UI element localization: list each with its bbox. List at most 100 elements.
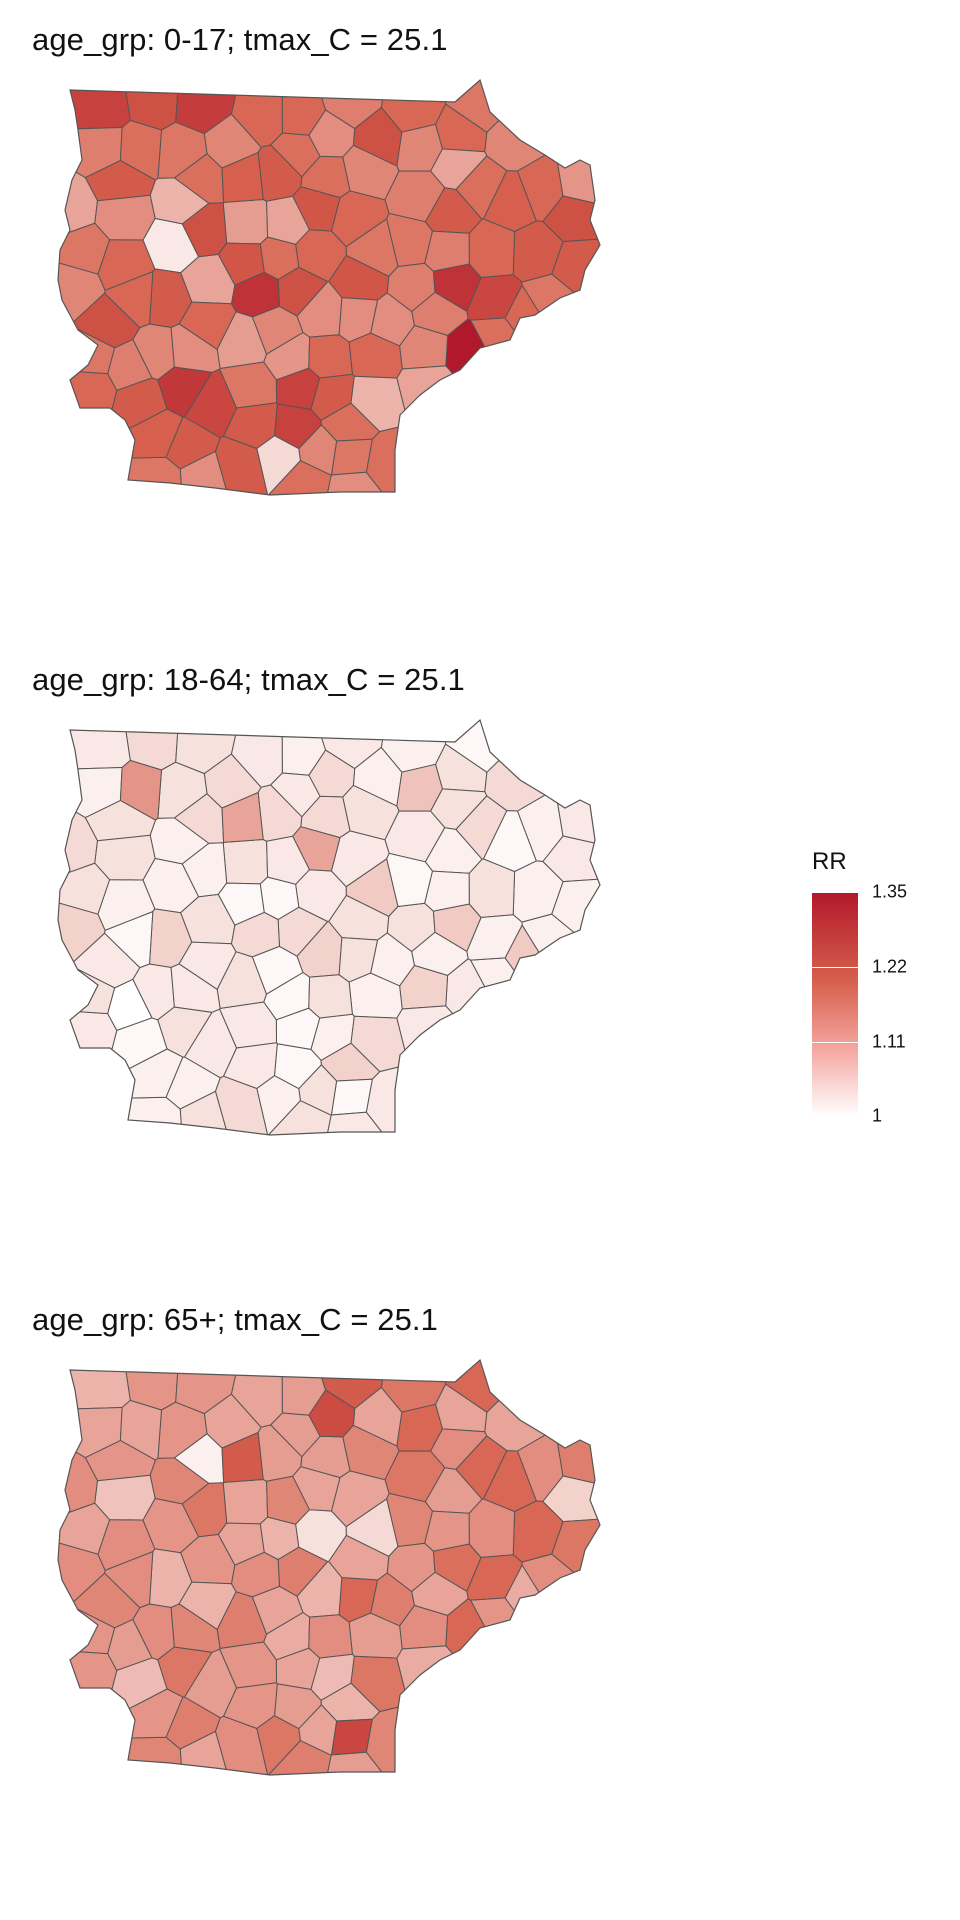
county-region bbox=[119, 759, 163, 821]
county-region bbox=[256, 435, 301, 495]
county-region bbox=[222, 838, 269, 885]
county-region bbox=[352, 106, 403, 167]
county-region bbox=[445, 958, 570, 1135]
legend-title: RR bbox=[812, 848, 847, 875]
county-region bbox=[58, 790, 99, 884]
county-region bbox=[469, 1597, 600, 1775]
county-region bbox=[396, 365, 575, 495]
county-region bbox=[104, 1550, 154, 1609]
county-region bbox=[466, 274, 523, 321]
county-region bbox=[58, 1648, 118, 1775]
county-region bbox=[504, 1564, 600, 1775]
county-region bbox=[370, 292, 415, 347]
panel-title: age_grp: 65+; tmax_C = 25.1 bbox=[32, 1302, 438, 1337]
choropleth-map bbox=[57, 1358, 601, 1776]
county-region bbox=[370, 932, 415, 987]
county-region bbox=[58, 150, 99, 244]
legend-tick-label: 1.11 bbox=[872, 1031, 906, 1052]
legend-tick-mark bbox=[812, 892, 858, 893]
panel-title: age_grp: 0-17; tmax_C = 25.1 bbox=[32, 22, 448, 57]
county-region bbox=[521, 273, 600, 478]
county-region bbox=[58, 1430, 99, 1524]
county-region bbox=[119, 1399, 163, 1461]
county-region bbox=[94, 834, 156, 881]
county-region bbox=[119, 119, 163, 181]
county-region bbox=[554, 80, 600, 214]
county-region bbox=[396, 1645, 575, 1775]
county-region bbox=[445, 318, 570, 495]
county-region bbox=[256, 1715, 301, 1775]
county-region bbox=[94, 194, 156, 241]
county-region bbox=[58, 1096, 185, 1135]
county-region bbox=[424, 1510, 470, 1552]
county-region bbox=[58, 1736, 185, 1775]
map-panel-18-64: age_grp: 18-64; tmax_C = 25.1 bbox=[0, 640, 820, 1280]
legend-tick-mark bbox=[812, 1042, 858, 1043]
county-region bbox=[466, 1554, 523, 1601]
county-region bbox=[170, 963, 221, 1013]
county-region bbox=[170, 323, 221, 373]
legend-tick-label: 1 bbox=[872, 1105, 883, 1126]
choropleth-map bbox=[57, 78, 601, 496]
county-region bbox=[330, 1718, 374, 1756]
county-region bbox=[504, 924, 600, 1135]
county-region bbox=[365, 1704, 586, 1775]
county-region bbox=[308, 109, 356, 158]
county-region bbox=[256, 1075, 301, 1135]
county-layer bbox=[58, 720, 600, 1135]
state-boundary bbox=[57, 78, 601, 496]
county-layer bbox=[58, 80, 600, 495]
county-region bbox=[365, 424, 586, 495]
county-region bbox=[482, 1450, 537, 1513]
county-region bbox=[466, 914, 523, 961]
county-region bbox=[251, 305, 304, 355]
county-region bbox=[429, 788, 488, 830]
county-region bbox=[352, 1386, 403, 1447]
legend-tick-label: 1.35 bbox=[872, 881, 908, 902]
county-region bbox=[222, 1478, 269, 1525]
legend-tick-mark bbox=[812, 967, 858, 968]
county-region bbox=[170, 1603, 221, 1653]
county-region bbox=[308, 1389, 356, 1438]
map-panel-65-plus: age_grp: 65+; tmax_C = 25.1 bbox=[0, 1280, 820, 1920]
county-layer bbox=[58, 1360, 600, 1775]
county-region bbox=[107, 978, 153, 1032]
county-region bbox=[330, 1078, 374, 1116]
county-region bbox=[396, 1005, 575, 1135]
county-region bbox=[308, 749, 356, 798]
county-region bbox=[504, 284, 600, 495]
state-boundary bbox=[57, 1358, 601, 1776]
state-boundary bbox=[57, 718, 601, 1136]
county-region bbox=[429, 1428, 488, 1470]
county-region bbox=[424, 870, 470, 912]
choropleth-map bbox=[57, 718, 601, 1136]
panel-title: age_grp: 18-64; tmax_C = 25.1 bbox=[32, 662, 465, 697]
map-panel-0-17: age_grp: 0-17; tmax_C = 25.1 bbox=[0, 0, 820, 640]
county-region bbox=[308, 974, 353, 1019]
county-region bbox=[104, 270, 154, 329]
county-region bbox=[259, 1516, 300, 1561]
county-region bbox=[107, 1618, 153, 1672]
county-region bbox=[482, 810, 537, 873]
county-region bbox=[251, 1585, 304, 1635]
county-region bbox=[554, 1360, 600, 1494]
legend-colorbar bbox=[812, 892, 858, 1116]
county-region bbox=[259, 236, 300, 281]
county-region bbox=[429, 148, 488, 190]
county-region bbox=[365, 1064, 586, 1135]
legend-tick-label: 1.22 bbox=[872, 956, 908, 977]
county-region bbox=[58, 1008, 118, 1135]
county-region bbox=[308, 1614, 353, 1659]
county-region bbox=[352, 746, 403, 807]
rr-legend: RR 1.35 1.22 1.11 1 bbox=[808, 848, 948, 1138]
county-region bbox=[308, 334, 353, 379]
county-region bbox=[58, 368, 118, 495]
county-region bbox=[107, 338, 153, 392]
county-region bbox=[330, 438, 374, 476]
county-region bbox=[94, 1474, 156, 1521]
county-region bbox=[469, 317, 600, 495]
county-region bbox=[445, 1598, 570, 1775]
county-region bbox=[58, 80, 131, 131]
county-region bbox=[469, 957, 600, 1135]
county-region bbox=[104, 910, 154, 969]
